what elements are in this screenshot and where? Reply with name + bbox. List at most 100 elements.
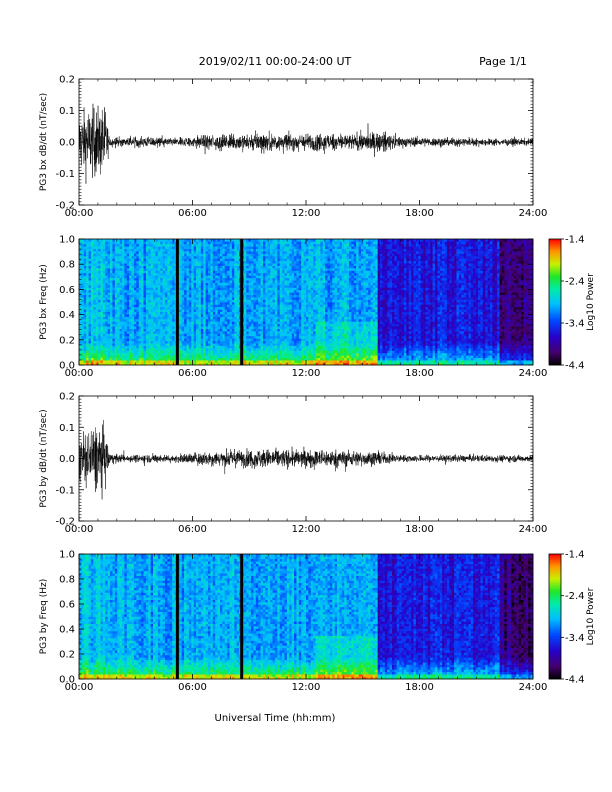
spectrogram-cell <box>79 355 82 359</box>
spectrogram-cell <box>165 297 168 300</box>
spectrogram-cell <box>215 345 218 349</box>
spectrogram-cell <box>272 343 276 346</box>
spectrogram-cell <box>200 285 204 288</box>
spectrogram-cell <box>165 318 168 322</box>
spectrogram-cell <box>217 241 221 245</box>
spectrogram-cell <box>81 253 85 257</box>
spectrogram-cell <box>291 239 295 242</box>
spectrogram-cell <box>119 280 123 283</box>
spectrogram-cell <box>229 246 233 249</box>
spectrogram-cell <box>236 355 240 359</box>
spectrogram-cell <box>88 323 92 327</box>
spectrogram-cell <box>79 345 82 349</box>
spectrogram-cell <box>224 294 228 298</box>
spectrogram-cell <box>224 302 228 305</box>
spectrogram-cell <box>155 350 159 354</box>
spectrogram-cell <box>81 243 85 247</box>
spectrogram-cell <box>272 277 276 281</box>
spectrogram-cell <box>301 331 304 334</box>
spectrogram-cell <box>112 316 116 320</box>
spectrogram-cell <box>95 294 99 298</box>
spectrogram-cell <box>119 282 123 286</box>
spectrogram-cell <box>88 272 92 276</box>
spectrogram-cell <box>167 265 171 269</box>
spectrogram-cell <box>229 343 233 346</box>
spectrogram-cell <box>196 268 199 271</box>
spectrogram-cell <box>260 302 264 305</box>
spectrogram-cell <box>243 314 247 317</box>
spectrogram-cell <box>169 294 173 298</box>
spectrogram-cell <box>141 285 144 288</box>
spectrogram-cell <box>112 292 116 296</box>
spectrogram-cell <box>81 251 85 254</box>
spectrogram-cell <box>294 255 297 259</box>
spectrogram-cell <box>93 258 97 262</box>
spectrogram-cell <box>186 360 190 363</box>
spectrogram-cell <box>124 277 128 281</box>
spectrogram-cell <box>286 258 290 262</box>
spectrogram-cell <box>284 328 288 332</box>
spectrogram-cell <box>79 297 82 300</box>
spectrogram-cell <box>150 251 154 254</box>
spectrogram-cell <box>160 280 163 283</box>
spectrogram-cell <box>229 340 233 344</box>
spectrogram-cell <box>167 321 171 325</box>
spectrogram-cell <box>90 263 94 266</box>
spectrogram-cell <box>217 357 221 361</box>
spectrogram-cell <box>208 299 211 303</box>
spectrogram-cell <box>143 316 147 320</box>
spectrogram-cell <box>200 297 204 300</box>
spectrogram-cell <box>294 350 297 354</box>
spectrogram-cell <box>191 306 194 310</box>
spectrogram-cell <box>203 280 206 283</box>
spectrogram-cell <box>243 326 247 329</box>
spectrogram-cell <box>231 323 235 327</box>
spectrogram-cell <box>155 343 159 346</box>
spectrogram-cell <box>284 287 288 291</box>
spectrogram-cell <box>270 255 273 259</box>
spectrogram-cell <box>143 360 147 363</box>
spectrogram-cell <box>110 304 113 308</box>
spectrogram-cell <box>260 357 264 361</box>
spectrogram-cell <box>186 348 190 351</box>
spectrogram-cell <box>265 272 269 276</box>
spectrogram-cell <box>114 362 118 366</box>
spectrogram-cell <box>100 270 104 274</box>
spectrogram-cell <box>145 321 149 325</box>
spectrogram-cell <box>141 362 144 366</box>
spectrogram-cell <box>265 338 269 342</box>
spectrogram-cell <box>167 277 171 281</box>
spectrogram-cell <box>122 270 125 274</box>
spectrogram-cell <box>262 260 266 264</box>
spectrogram-cell <box>251 299 254 303</box>
spectrogram-cell <box>212 260 216 264</box>
spectrogram-cell <box>119 239 123 242</box>
spectrogram-cell <box>262 335 266 339</box>
spectrogram-cell <box>112 253 116 257</box>
spectrogram-cell <box>270 241 273 245</box>
spectrogram-cell <box>231 304 235 308</box>
spectrogram-cell <box>167 285 171 288</box>
spectrogram-cell <box>124 275 128 279</box>
spectrogram-cell <box>260 331 264 334</box>
spectrogram-cell <box>251 277 254 281</box>
spectrogram-cell <box>210 302 214 305</box>
spectrogram-cell <box>251 323 254 327</box>
spectrogram-cell <box>203 311 206 315</box>
spectrogram-cell <box>203 333 206 337</box>
spectrogram-cell <box>81 299 85 303</box>
spectrogram-cell <box>217 302 221 305</box>
spectrogram-cell <box>294 318 297 322</box>
spectrogram-cell <box>219 348 223 351</box>
spectrogram-cell <box>88 255 92 259</box>
spectrogram-cell <box>222 355 226 359</box>
spectrogram-cell <box>98 345 101 349</box>
spectrogram-cell <box>208 280 211 283</box>
spectrogram-cell <box>258 328 261 332</box>
spectrogram-cell <box>148 318 151 322</box>
spectrogram-cell <box>298 285 302 288</box>
spectrogram-cell <box>277 338 281 342</box>
spectrogram-cell <box>93 282 97 286</box>
page-number: Page 1/1 <box>479 55 527 68</box>
spectrogram-cell <box>136 331 140 334</box>
